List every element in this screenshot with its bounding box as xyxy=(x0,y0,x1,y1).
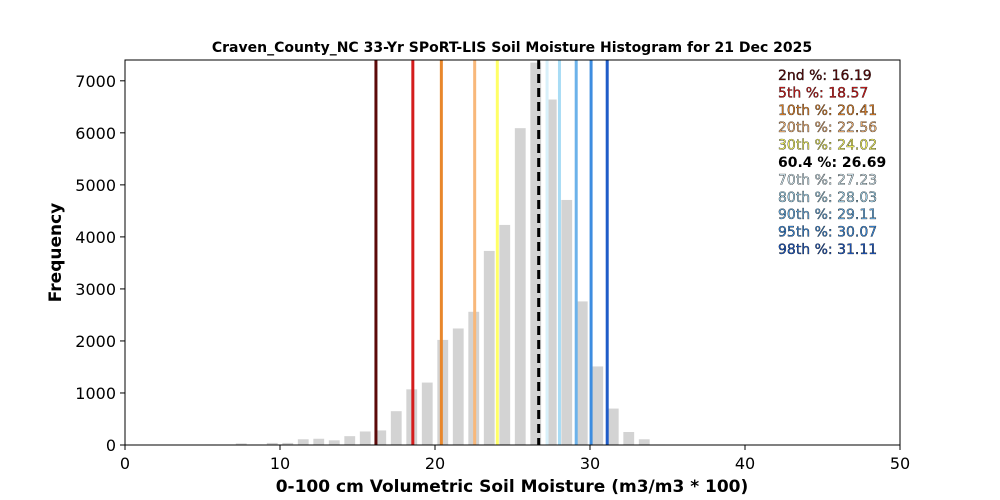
y-axis-label: Frequency xyxy=(46,203,66,303)
histogram-bar xyxy=(313,438,325,445)
histogram-bar xyxy=(359,431,371,445)
percentile-legend-entry: 2nd %: 16.19 xyxy=(778,68,872,84)
x-tick-label: 20 xyxy=(425,454,445,473)
percentile-lines xyxy=(374,60,609,445)
histogram-bar xyxy=(421,382,433,445)
y-tick-label: 3000 xyxy=(75,280,116,299)
x-tick-label: 10 xyxy=(270,454,290,473)
histogram-bar xyxy=(499,224,511,445)
percentile-legend-entry: 60.4 %: 26.69 xyxy=(778,155,886,171)
histogram-bar xyxy=(328,440,340,445)
percentile-legend-entry: 95th %: 30.07 xyxy=(778,225,877,241)
percentile-legend-entry: 30th %: 24.02 xyxy=(778,138,877,154)
y-tick-label: 5000 xyxy=(75,176,116,195)
percentile-legend-entry: 5th %: 18.57 xyxy=(778,85,868,101)
histogram-bar xyxy=(344,436,356,445)
x-axis-label: 0-100 cm Volumetric Soil Moisture (m3/m3… xyxy=(276,477,749,497)
histogram-bar xyxy=(390,411,402,445)
histogram-bar xyxy=(638,439,650,445)
y-tick-label: 1000 xyxy=(75,384,116,403)
histogram-bar xyxy=(375,430,387,445)
histogram-bar xyxy=(561,199,573,445)
histogram-bar xyxy=(282,442,294,445)
plot-area-frame xyxy=(124,59,901,446)
percentile-legend-entry: 98th %: 31.11 xyxy=(778,242,877,258)
histogram-bar xyxy=(514,128,526,446)
histogram-bars xyxy=(204,62,666,446)
y-tick-label: 4000 xyxy=(75,228,116,247)
histogram-bar xyxy=(592,366,604,445)
percentile-legend-entry: 20th %: 22.56 xyxy=(778,120,877,136)
chart-title: Craven_County_NC 33-Yr SPoRT-LIS Soil Mo… xyxy=(212,40,812,56)
y-axis-ticks: 0 1000 2000 3000 4000 5000 6000 7000 xyxy=(75,72,125,455)
histogram-bar xyxy=(483,250,495,445)
x-axis-ticks: 0 10 20 30 40 50 xyxy=(120,445,910,473)
histogram-bar xyxy=(576,301,588,445)
histogram-bar xyxy=(607,408,619,445)
y-tick-label: 0 xyxy=(106,436,116,455)
histogram-bar xyxy=(545,99,557,446)
histogram-bar xyxy=(452,328,464,445)
percentile-legend-entry: 10th %: 20.41 xyxy=(778,103,877,119)
histogram-bar xyxy=(297,439,309,445)
histogram-bar xyxy=(623,431,635,445)
y-tick-label: 2000 xyxy=(75,332,116,351)
x-tick-label: 40 xyxy=(735,454,755,473)
histogram-bar xyxy=(235,443,247,445)
y-tick-label: 6000 xyxy=(75,124,116,143)
x-tick-label: 50 xyxy=(890,454,910,473)
histogram-bar xyxy=(266,442,278,445)
histogram-bar xyxy=(530,62,542,446)
x-tick-label: 0 xyxy=(120,454,130,473)
percentile-legend-entry: 70th %: 27.23 xyxy=(778,172,877,188)
x-tick-label: 30 xyxy=(580,454,600,473)
percentile-legend-entry: 80th %: 28.03 xyxy=(778,190,877,206)
y-tick-label: 7000 xyxy=(75,72,116,91)
percentile-legend-entry: 90th %: 29.11 xyxy=(778,207,877,223)
